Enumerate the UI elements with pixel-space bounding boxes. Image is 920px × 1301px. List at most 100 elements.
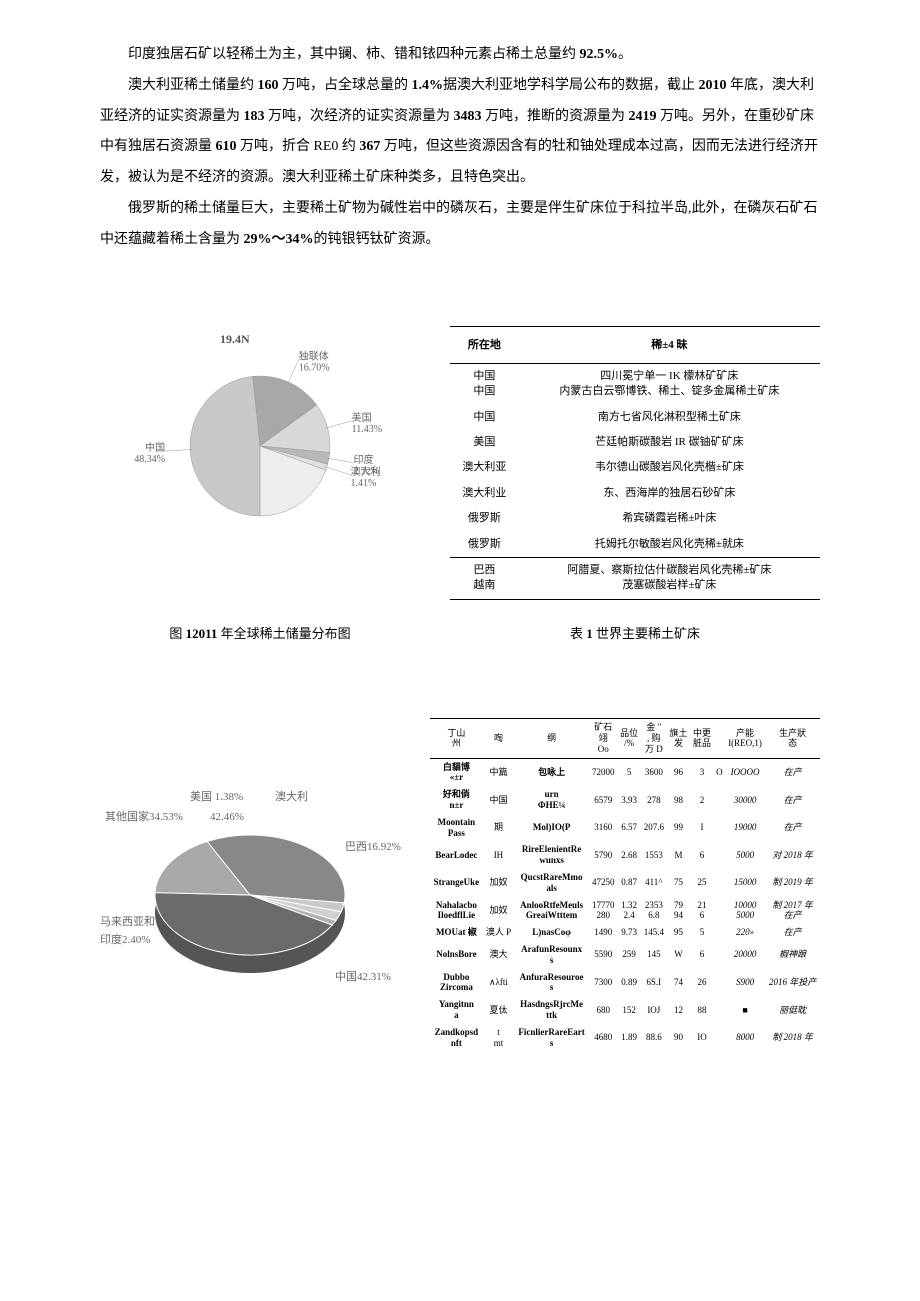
pie1-wrap: 19.4N 中国48.34%独联体16.70%美国11.43%印度2.72%澳大…	[100, 326, 420, 546]
t2-cell: 0.89	[617, 969, 640, 997]
t2-header: 生产狀态	[765, 719, 820, 758]
t2-cell: 加奴	[483, 897, 514, 925]
t2-cell: 椵神踉	[765, 941, 820, 969]
t2-cell: 7300	[589, 969, 617, 997]
t2-cell: FicnlierRareEarts	[514, 1024, 589, 1052]
t1-cell: 韦尔德山碳酸岩风化壳楷±矿床	[519, 455, 820, 480]
t2-header	[714, 719, 725, 758]
t2-cell: ■	[725, 996, 765, 1024]
t2-cell: 1490	[589, 924, 617, 941]
t2-cell: 95	[667, 924, 690, 941]
t2-cell: 17770280	[589, 897, 617, 925]
t2-cell: 在产	[765, 814, 820, 842]
pie1-cap-bold: 12011	[186, 626, 218, 641]
t2-cell: 2016 年投产	[765, 969, 820, 997]
t2-cell: 澳大	[483, 941, 514, 969]
t2-cell: 中国	[483, 786, 514, 814]
table2-wrap: 丁山州啕纲矿石翊Oo品位/%金 ", 购万 D旗土发中更脏品产能I(REO,1)…	[430, 718, 820, 1051]
pie2-label: 中国42.31%	[335, 965, 391, 989]
t2-cell: 白貓博«±r	[430, 758, 483, 786]
svg-text:澳大利: 澳大利	[351, 464, 381, 477]
row-pie1-table1: 19.4N 中国48.34%独联体16.70%美国11.43%印度2.72%澳大…	[100, 326, 820, 600]
t2-cell: RireElenientRewunxs	[514, 841, 589, 869]
t2-cell: 5790	[589, 841, 617, 869]
t2-cell: 72000	[589, 758, 617, 786]
para1-text: 印度独居石矿以轻稀土为主，其中镧、柿、错和铱四种元素占稀土总量约	[128, 47, 580, 62]
t2-cell: 制 2019 年	[765, 869, 820, 897]
t2-cell: 期	[483, 814, 514, 842]
svg-text:美国: 美国	[352, 411, 372, 424]
t1-cell: 澳大利业	[450, 481, 519, 506]
t1-cell: 中国	[450, 405, 519, 430]
t2-cell: ArafunResounxs	[514, 941, 589, 969]
t2-cell: 7994	[667, 897, 690, 925]
t2-cell: MOUat 椒	[430, 924, 483, 941]
t2-cell: 6.57	[617, 814, 640, 842]
para1-bold: 92.5%	[580, 47, 619, 62]
t2-cell: 8000	[725, 1024, 765, 1052]
t2-cell: 220»	[725, 924, 765, 941]
t2-cell: 3	[690, 758, 713, 786]
t2-cell: 30000	[725, 786, 765, 814]
t2-cell: 在产	[765, 924, 820, 941]
t2-cell: M	[667, 841, 690, 869]
t2-cell	[714, 969, 725, 997]
pie2-wrap: 美国 1.38%澳大利其他国家34.53%42.46%巴西16.92%马来西亚和…	[100, 770, 400, 1000]
t1-cell: 巴西越南	[450, 557, 519, 599]
t2-cell: StrangeUke	[430, 869, 483, 897]
pie2-label: 其他国家34.53%	[105, 805, 183, 829]
t2-cell: IH	[483, 841, 514, 869]
t2-cell: 98	[667, 786, 690, 814]
t2-cell: Yangitnna	[430, 996, 483, 1024]
t2-cell: 90	[667, 1024, 690, 1052]
t2-header: 品位/%	[617, 719, 640, 758]
t2-cell: ∧λfti	[483, 969, 514, 997]
t2-cell: 6	[690, 941, 713, 969]
t2-cell: 包咏上	[514, 758, 589, 786]
t2-cell: 145.4	[641, 924, 667, 941]
t1-header: 稀±4 昧	[519, 326, 820, 363]
t2-cell: 88	[690, 996, 713, 1024]
t2-cell	[714, 897, 725, 925]
table1-wrap: 所在地稀±4 昧中国中国四川冕宁单一 IK 檬林矿矿床内蒙古白云鄂博铁、稀土、锭…	[450, 326, 820, 600]
t1-cell: 希宾磷霞岩稀±叶床	[519, 506, 820, 531]
t2-header: 金 ", 购万 D	[641, 719, 667, 758]
t2-cell: AnfuraResouroes	[514, 969, 589, 997]
t2-cell: 3160	[589, 814, 617, 842]
t2-cell	[714, 869, 725, 897]
t2-cell: tmt	[483, 1024, 514, 1052]
t2-cell: 1.322.4	[617, 897, 640, 925]
t2-cell: 680	[589, 996, 617, 1024]
t2-cell: 100005000	[725, 897, 765, 925]
t2-cell: 47250	[589, 869, 617, 897]
t2-cell: 25	[690, 869, 713, 897]
t2-cell: 278	[641, 786, 667, 814]
t2-cell: 26	[690, 969, 713, 997]
pie1-caption: 图 12011 年全球稀土储量分布图	[100, 620, 420, 649]
t2-cell: 75	[667, 869, 690, 897]
t2-cell: 2	[690, 786, 713, 814]
t1-cap-post: 世界主要稀土矿床	[593, 626, 700, 641]
t2-header: 丁山州	[430, 719, 483, 758]
t2-cell: 6	[690, 841, 713, 869]
pie1-cap-post: 年全球稀土储量分布图	[217, 626, 350, 641]
t2-cell	[714, 814, 725, 842]
t1-cell: 东、西海岸的独居石砂矿床	[519, 481, 820, 506]
pie2-label: 澳大利	[275, 785, 308, 809]
t2-cell: 1.89	[617, 1024, 640, 1052]
svg-text:48.34%: 48.34%	[134, 454, 165, 465]
t1-header: 所在地	[450, 326, 519, 363]
pie1-title: 19.4N	[220, 326, 250, 352]
t2-cell: 96	[667, 758, 690, 786]
t2-cell: 4680	[589, 1024, 617, 1052]
t2-cell: 夏㑀	[483, 996, 514, 1024]
para-1: 印度独居石矿以轻稀土为主，其中镧、柿、错和铱四种元素占稀土总量约 92.5%。	[100, 40, 820, 71]
t2-cell: 411^	[641, 869, 667, 897]
svg-text:印度: 印度	[354, 452, 374, 465]
t2-cell	[714, 941, 725, 969]
t2-cell: 216	[690, 897, 713, 925]
t2-cell	[714, 996, 725, 1024]
table1-caption: 表 1 世界主要稀土矿床	[450, 620, 820, 649]
t2-header: 啕	[483, 719, 514, 758]
svg-text:独联体: 独联体	[299, 349, 329, 362]
